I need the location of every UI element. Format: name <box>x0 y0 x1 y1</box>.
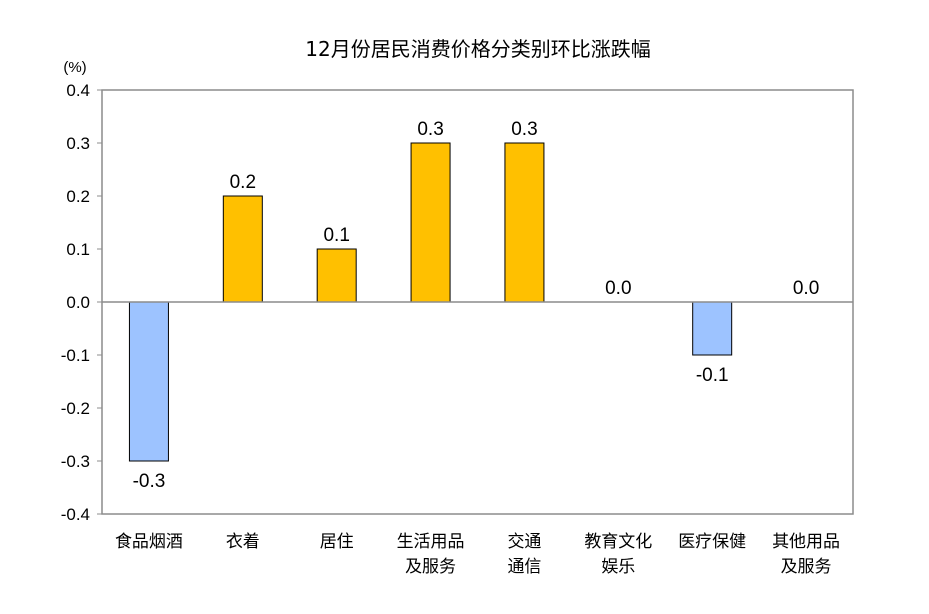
y-tick-label: -0.3 <box>61 452 90 471</box>
x-category-label: 食品烟酒 <box>115 532 183 552</box>
bar <box>316 248 357 303</box>
y-tick-label: 0.3 <box>66 134 90 153</box>
x-category-label: 交通 <box>507 532 541 552</box>
y-tick-label: -0.1 <box>61 346 90 365</box>
y-tick-label: -0.4 <box>61 505 90 524</box>
data-label: -0.1 <box>696 365 729 386</box>
x-category-label: 居住 <box>320 532 354 552</box>
data-label: -0.3 <box>133 471 166 492</box>
y-axis-unit-label: (%) <box>63 59 86 76</box>
bar-series <box>128 142 733 462</box>
bar <box>222 195 263 303</box>
data-label: 0.3 <box>417 119 443 140</box>
x-category-label: 娱乐 <box>601 557 635 577</box>
x-category-label: 医疗保健 <box>678 532 746 552</box>
x-category-label: 及服务 <box>781 557 832 577</box>
x-category-label: 及服务 <box>405 557 456 577</box>
y-tick-label: -0.2 <box>61 399 90 418</box>
data-label: 0.3 <box>511 119 537 140</box>
data-label: 0.0 <box>793 278 819 299</box>
chart-title: 12月份居民消费价格分类别环比涨跌幅 <box>305 37 650 61</box>
x-category-label: 生活用品 <box>397 532 465 552</box>
y-axis-ticks: 0.4 0.3 0.2 0.1 0.0 -0.1 -0.2 -0.3 -0.4 <box>61 81 102 524</box>
y-tick-label: 0.4 <box>66 81 90 100</box>
x-category-label: 教育文化 <box>584 532 652 552</box>
x-category-label: 其他用品 <box>772 532 840 552</box>
bar <box>692 301 733 356</box>
data-label: 0.1 <box>323 225 349 246</box>
data-label: 0.0 <box>605 278 631 299</box>
bar <box>410 142 451 303</box>
bar <box>504 142 545 303</box>
x-category-label: 衣着 <box>226 532 260 552</box>
data-label: 0.2 <box>230 172 256 193</box>
y-tick-label: 0.0 <box>66 293 90 312</box>
bar <box>128 301 169 462</box>
y-tick-label: 0.1 <box>66 240 90 259</box>
y-tick-label: 0.2 <box>66 187 90 206</box>
x-category-label: 通信 <box>507 557 541 577</box>
data-labels: -0.3 0.2 0.1 0.3 0.3 0.0 -0.1 0.0 <box>133 119 820 492</box>
